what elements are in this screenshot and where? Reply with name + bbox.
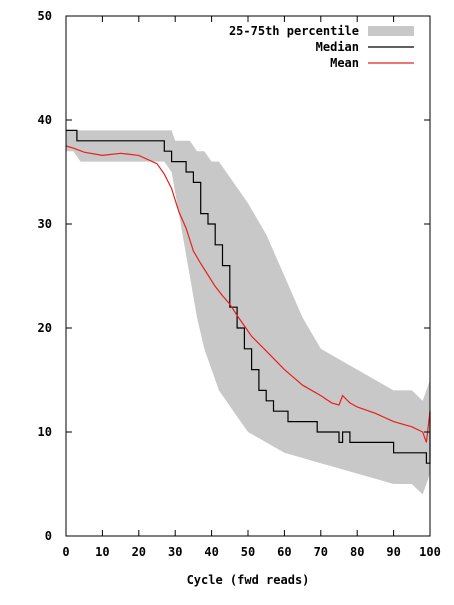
y-tick-label: 20	[38, 321, 52, 335]
y-tick-label: 0	[45, 529, 52, 543]
x-tick-label: 40	[204, 545, 218, 559]
series-line-mean	[65, 145, 431, 443]
x-tick-label: 80	[350, 545, 364, 559]
x-tick-label: 70	[314, 545, 328, 559]
x-tick-label: 90	[386, 545, 400, 559]
legend-label: Mean	[330, 56, 359, 70]
x-tick-label: 50	[241, 545, 255, 559]
legend: 25-75th percentile Median Mean	[229, 24, 414, 70]
series-line-median	[66, 129, 431, 464]
tick-layer: 0 10 20 30 40 50 60 70 80 90 100 0 10 20 30 40 50	[38, 9, 441, 559]
legend-label: 25-75th percentile	[229, 24, 359, 38]
y-tick-label: 50	[38, 9, 52, 23]
x-tick-label: 60	[277, 545, 291, 559]
x-tick-label: 100	[419, 545, 441, 559]
x-tick-label: 0	[62, 545, 69, 559]
x-tick-label: 30	[168, 545, 182, 559]
legend-swatch-band	[368, 26, 414, 36]
y-tick-label: 30	[38, 217, 52, 231]
x-tick-label: 10	[95, 545, 109, 559]
x-axis-label: Cycle (fwd reads)	[187, 573, 310, 587]
series-layer	[65, 129, 431, 464]
y-tick-label: 40	[38, 113, 52, 127]
y-tick-label: 10	[38, 425, 52, 439]
legend-label: Median	[316, 40, 359, 54]
x-tick-label: 20	[132, 545, 146, 559]
